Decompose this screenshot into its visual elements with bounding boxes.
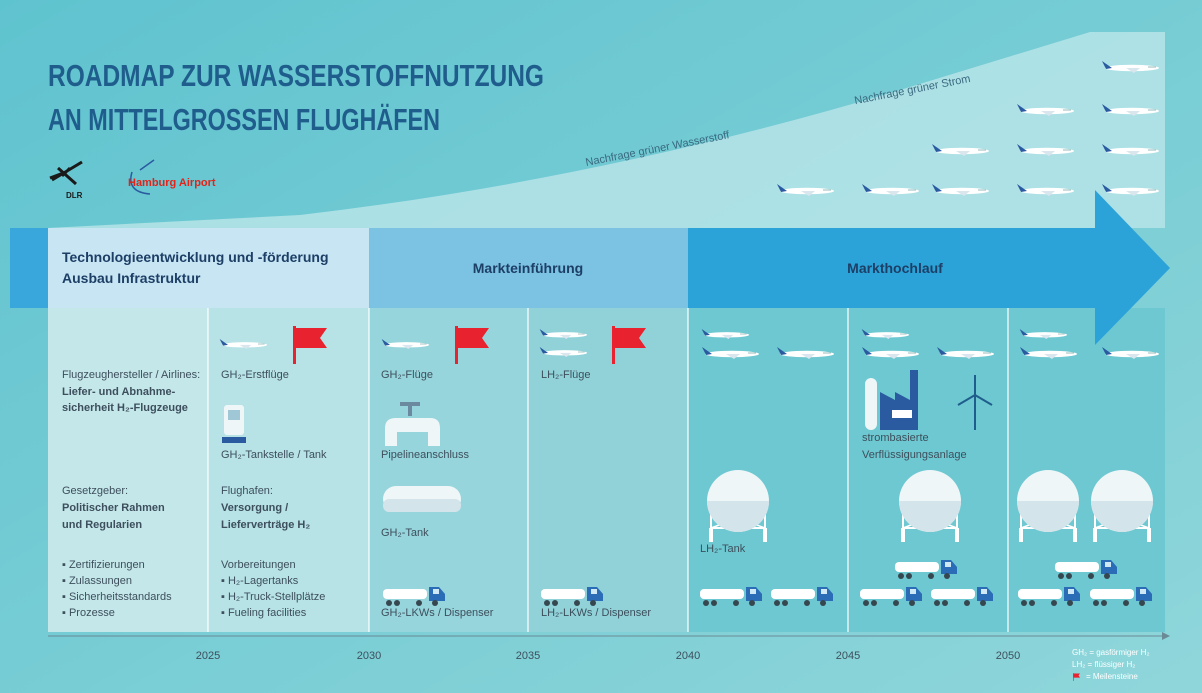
roadmap: ROADMAP ZUR WASSERSTOFFNUTZUNG AN MITTEL… — [0, 0, 1202, 693]
column-text: Flugzeughersteller / Airlines: — [62, 369, 200, 381]
column-text: ▪ Sicherheitsstandards — [62, 591, 172, 603]
column-text: ▪ H₂-Truck-Stellplätze — [221, 591, 325, 603]
dispenser-icon — [222, 405, 246, 443]
title: ROADMAP ZUR WASSERSTOFFNUTZUNG — [48, 58, 544, 93]
column-text: Flughafen: — [221, 485, 273, 497]
column-text: GH₂-Tank — [381, 527, 429, 539]
year-label: 2035 — [516, 650, 540, 662]
column-text: Liefer- und Abnahme- — [62, 386, 176, 398]
phase-label: Technologieentwicklung und -förderung — [62, 249, 329, 265]
column-text: LH₂-Flüge — [541, 369, 591, 381]
column-text: Versorgung / — [221, 502, 288, 514]
column-bg — [528, 308, 688, 632]
logo-text: Hamburg Airport — [128, 177, 216, 189]
column-text: Lieferverträge H₂ — [221, 519, 310, 531]
column-text: LH₂-Tank — [700, 543, 746, 555]
phase-band — [48, 228, 369, 308]
column-text: GH₂-Tankstelle / Tank — [221, 449, 327, 461]
column-text: Verflüssigungsanlage — [862, 449, 967, 461]
year-label: 2045 — [836, 650, 860, 662]
year-label: 2050 — [996, 650, 1020, 662]
column-text: Politischer Rahmen — [62, 502, 165, 514]
column-text: Pipelineanschluss — [381, 449, 470, 461]
column-text: LH₂-LKWs / Dispenser — [541, 607, 651, 619]
phase-label: Markteinführung — [473, 260, 583, 276]
year-label: 2030 — [357, 650, 381, 662]
column-text: ▪ H₂-Lagertanks — [221, 575, 299, 587]
column-text: ▪ Zulassungen — [62, 575, 132, 587]
phase-label: Markthochlauf — [847, 260, 943, 276]
column-text: und Regularien — [62, 519, 142, 531]
legend-text: = Meilensteine — [1086, 672, 1138, 681]
title: AN MITTELGROSSEN FLUGHÄFEN — [48, 102, 440, 137]
column-text: Gesetzgeber: — [62, 485, 128, 497]
phase-label: Ausbau Infrastruktur — [62, 270, 201, 286]
column-bg — [688, 308, 1165, 632]
legend-text: LH₂ = flüssiger H₂ — [1072, 660, 1135, 669]
column-text: GH₂-Flüge — [381, 369, 433, 381]
year-label: 2040 — [676, 650, 700, 662]
column-text: GH₂-Erstflüge — [221, 369, 289, 381]
column-text: Vorbereitungen — [221, 559, 296, 571]
column-text: GH₂-LKWs / Dispenser — [381, 607, 494, 619]
gh2-tank — [383, 486, 461, 512]
column-text: sicherheit H₂-Flugzeuge — [62, 402, 188, 414]
column-text: ▪ Zertifizierungen — [62, 559, 145, 571]
logo-text: DLR — [66, 191, 83, 200]
column-text: ▪ Prozesse — [62, 607, 115, 619]
year-label: 2025 — [196, 650, 220, 662]
column-text: ▪ Fueling facilities — [221, 607, 307, 619]
column-text: strombasierte — [862, 432, 929, 444]
legend-text: GH₂ = gasförmiger H₂ — [1072, 648, 1150, 657]
arrow-tail — [10, 228, 48, 308]
column-bg — [369, 308, 528, 632]
